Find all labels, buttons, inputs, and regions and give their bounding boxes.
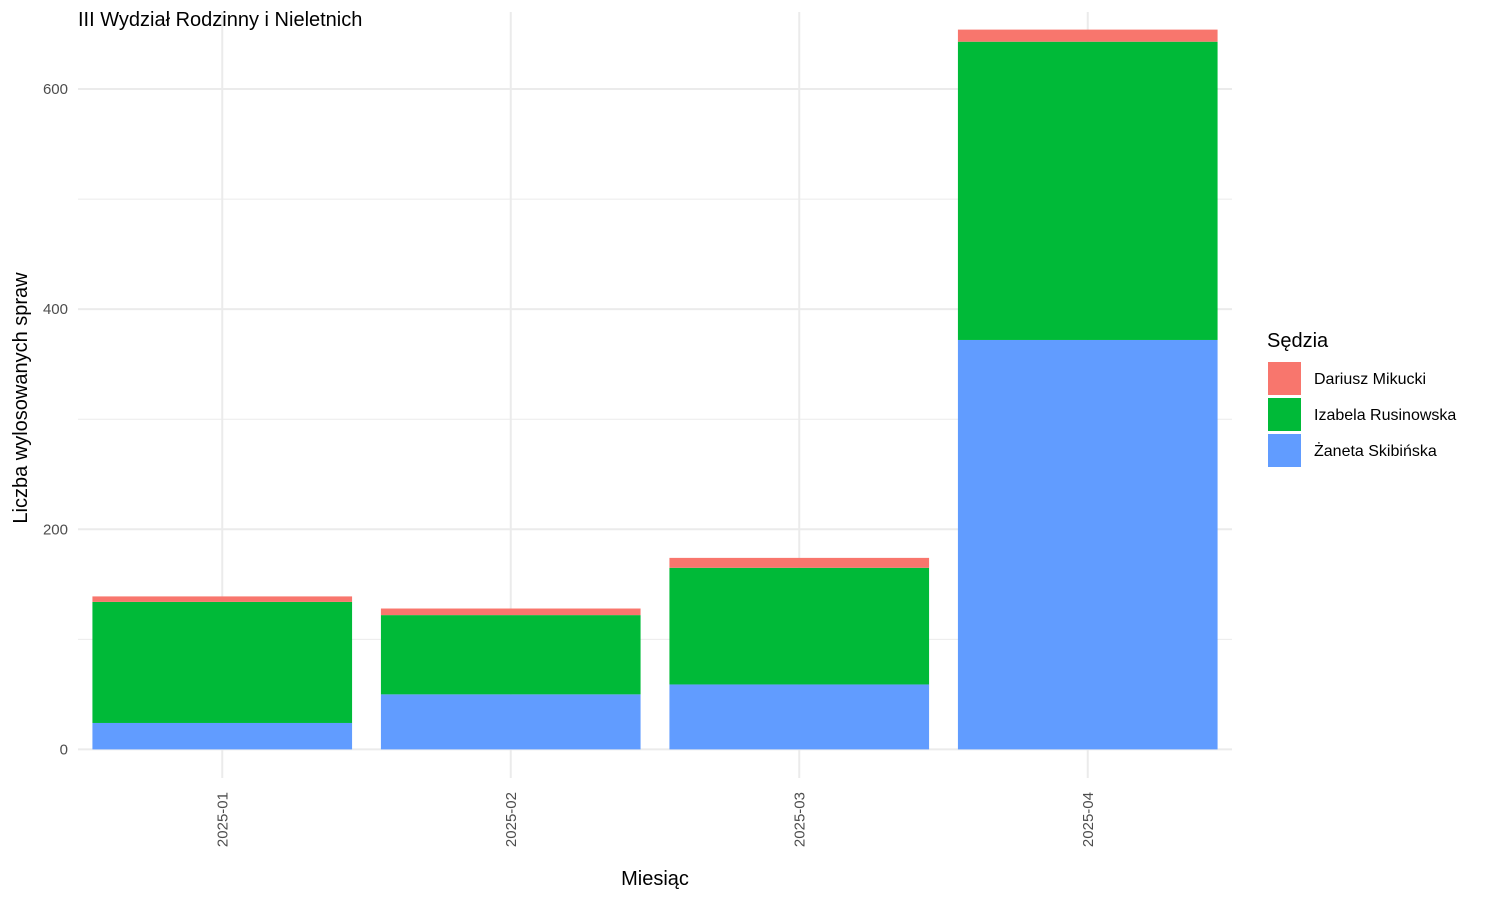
x-axis-ticks: 2025-01 2025-02 2025-03 2025-04	[214, 792, 1097, 847]
x-axis-title: Miesiąc	[621, 868, 689, 890]
legend-swatch	[1268, 398, 1301, 431]
bar-segment	[380, 608, 641, 616]
bar-segment	[92, 596, 353, 602]
y-tick-label: 400	[43, 301, 68, 318]
y-axis-ticks: 0 200 400 600	[43, 81, 68, 758]
legend-swatch	[1268, 434, 1301, 467]
legend-label: Żaneta Skibińska	[1314, 441, 1437, 460]
x-tick-label: 2025-04	[1080, 792, 1097, 847]
bar-segment	[92, 601, 353, 723]
y-tick-label: 600	[43, 81, 68, 98]
bar-segment	[380, 694, 641, 750]
bar-segment	[380, 615, 641, 695]
x-tick-label: 2025-01	[214, 792, 231, 847]
x-tick-label: 2025-02	[503, 792, 520, 847]
bars	[92, 29, 1218, 750]
legend: Sędzia Dariusz Mikucki Izabela Rusinowska…	[1267, 330, 1456, 467]
x-tick-label: 2025-03	[791, 792, 808, 847]
y-tick-label: 0	[60, 741, 68, 758]
bar-segment	[669, 567, 930, 685]
bar-segment	[669, 557, 930, 568]
bar-segment	[957, 29, 1218, 42]
legend-title: Sędzia	[1267, 330, 1329, 352]
legend-label: Dariusz Mikucki	[1314, 371, 1426, 388]
bar-segment	[669, 684, 930, 750]
y-axis-title: Liczba wylosowanych spraw	[10, 272, 32, 524]
chart-title: III Wydział Rodzinny i Nieletnich	[78, 9, 362, 31]
bar-segment	[92, 722, 353, 750]
y-tick-label: 200	[43, 521, 68, 538]
legend-label: Izabela Rusinowska	[1314, 407, 1456, 424]
legend-swatch	[1268, 362, 1301, 395]
bar-segment	[957, 41, 1218, 340]
bar-segment	[957, 339, 1218, 750]
